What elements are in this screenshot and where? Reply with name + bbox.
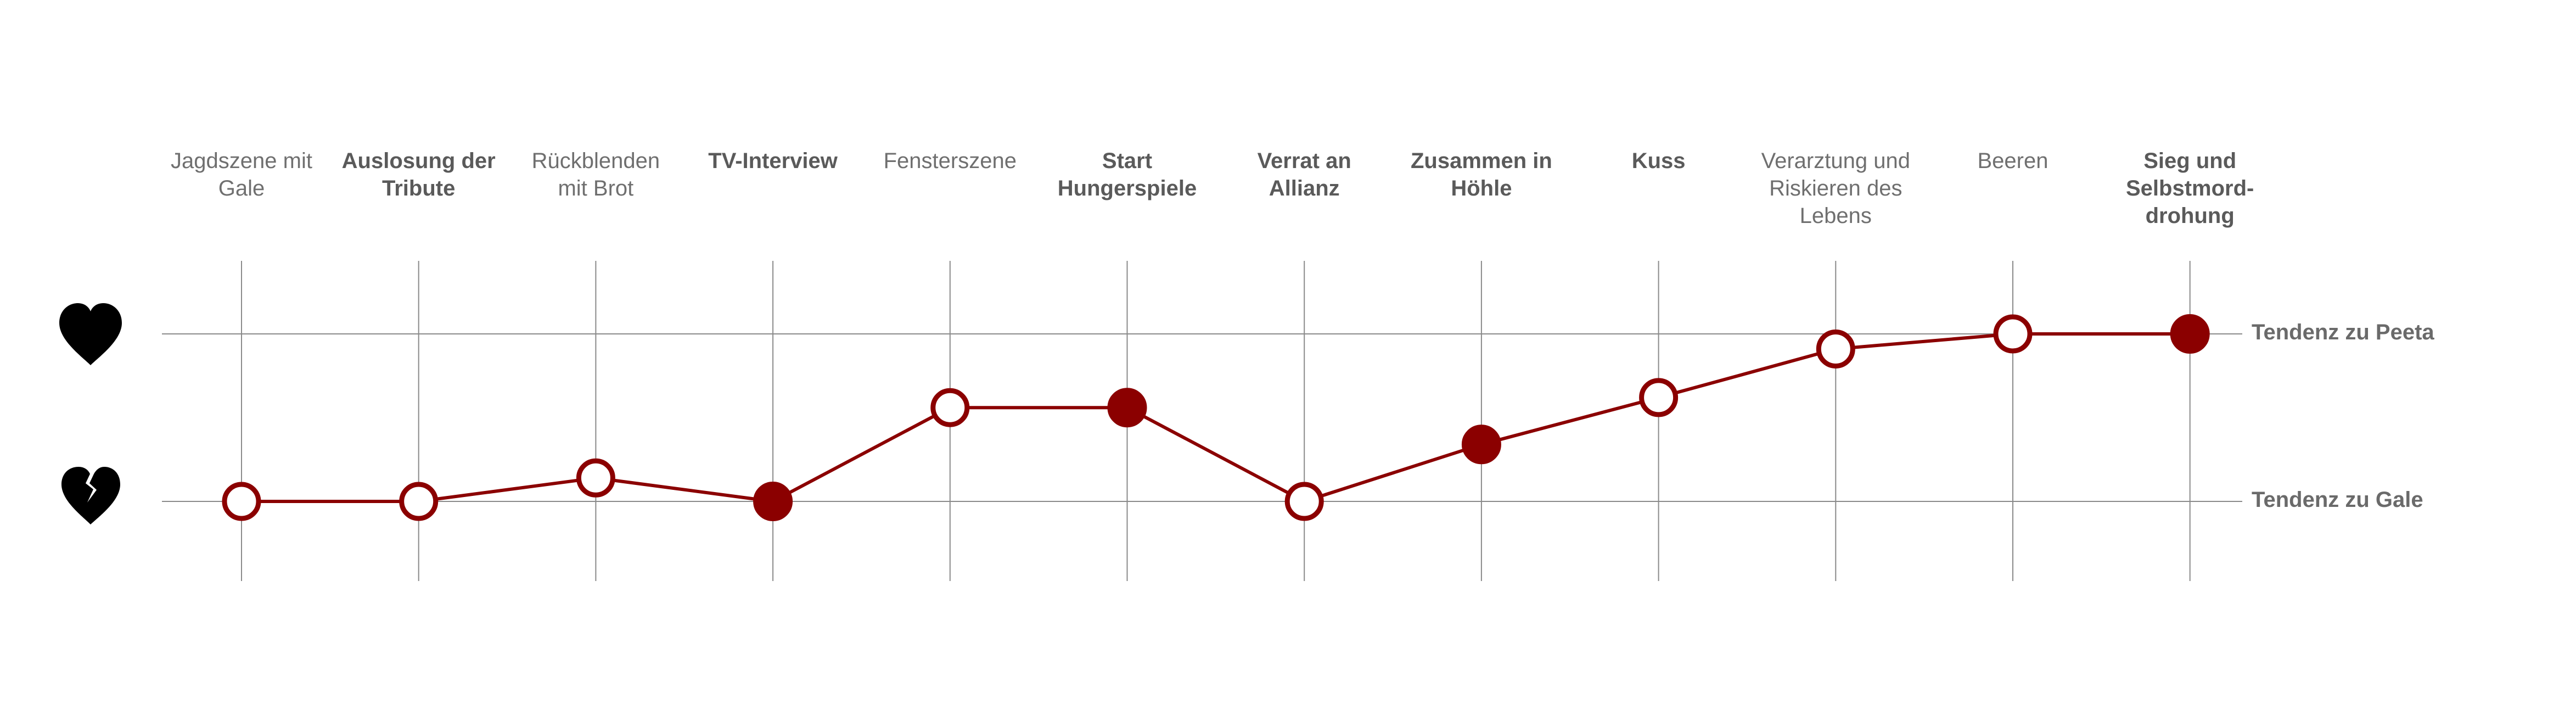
data-point [1284,482,1324,521]
level-label: Tendenz zu Gale [2252,488,2423,512]
category-label: Fensterszene [883,149,1017,173]
category-label: Auslosung der Tribute [341,149,496,200]
category-label: Verarztung und Riskieren des Lebens [1761,149,1910,228]
data-point [2170,314,2210,354]
category-label: TV-Interview [708,149,838,173]
series-line [242,332,2190,503]
data-point [576,458,615,498]
level-icons [59,303,122,524]
category-label: Sieg und Selbstmord- drohung [2126,149,2254,228]
data-point [399,482,439,521]
category-label: Beeren [1977,149,2049,173]
category-label: Verrat an Allianz [1257,149,1351,200]
data-point [930,388,970,427]
grid [162,261,2242,581]
category-label: Start Hungerspiele [1057,149,1197,200]
category-label: Kuss [1631,149,1686,173]
data-point [1107,388,1147,428]
data-point [1639,378,1679,417]
level-label: Tendenz zu Peeta [2252,320,2434,344]
data-point [753,482,793,521]
broken-heart-icon [61,467,120,524]
category-label: Zusammen in Höhle [1410,149,1552,200]
category-label: Rückblenden mit Brot [531,149,660,200]
heart-icon [59,303,122,365]
data-point [1816,329,1855,369]
data-point [1461,425,1501,465]
data-point [222,482,261,521]
series [222,314,2210,521]
category-label: Jagdszene mit Gale [171,149,312,200]
data-point [1993,314,2033,354]
